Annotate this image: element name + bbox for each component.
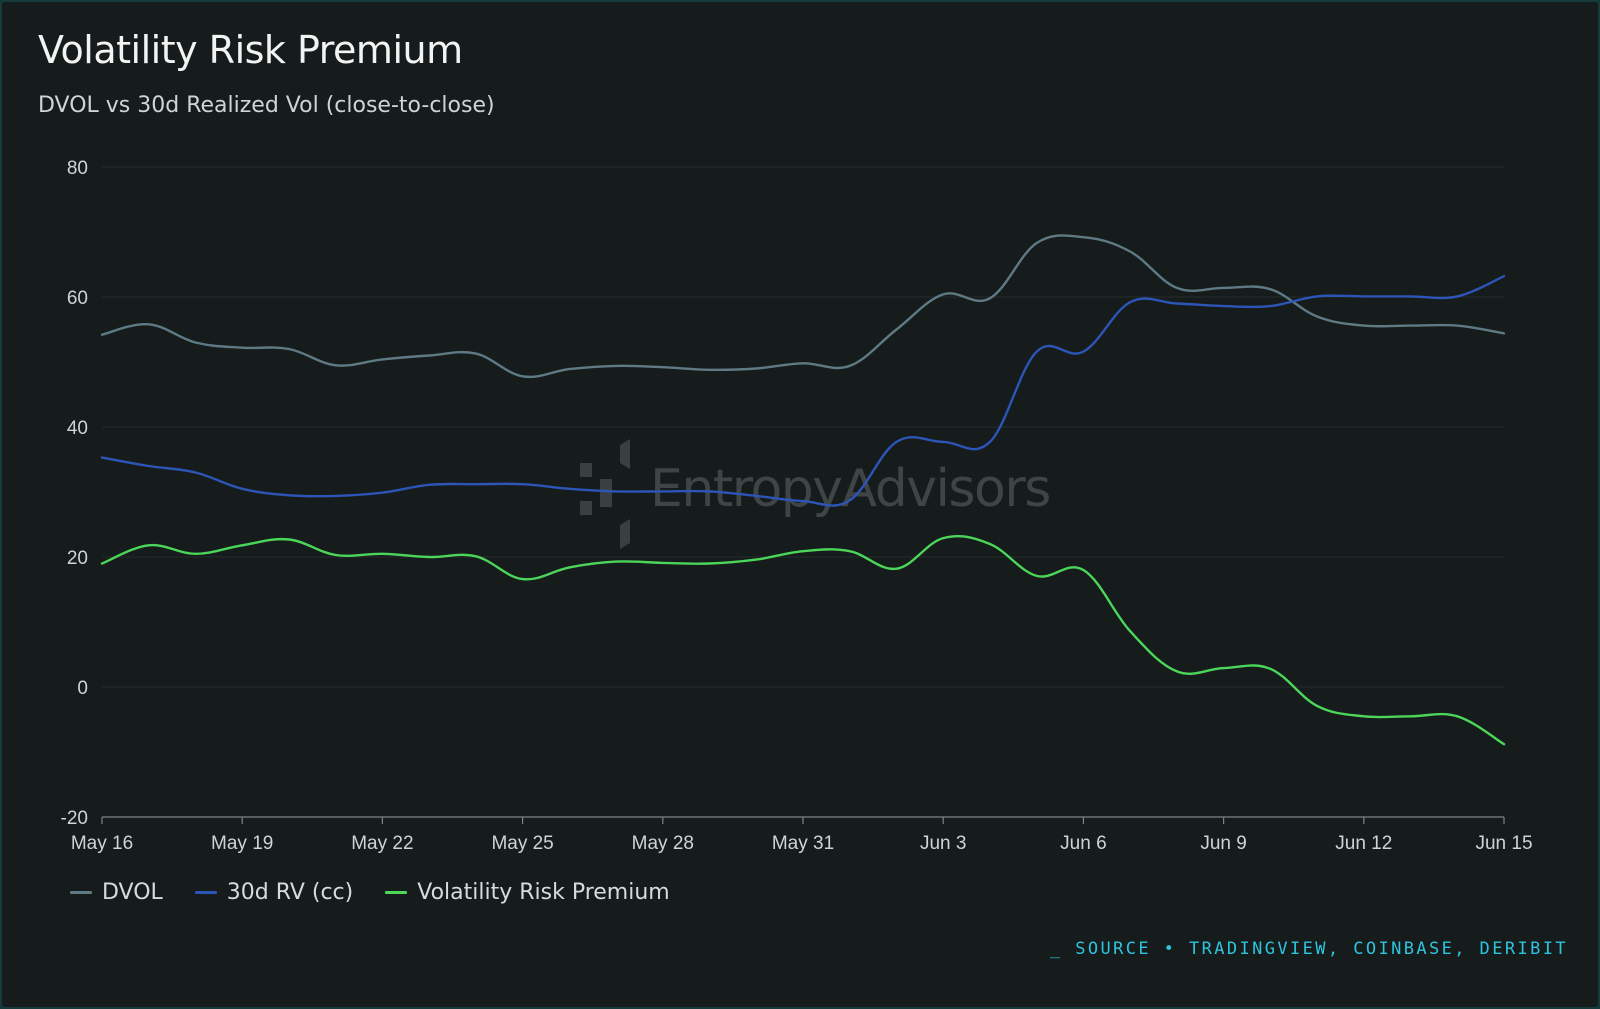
x-tick-label: Jun 3 — [920, 833, 966, 854]
series-lines — [100, 234, 1506, 746]
watermark-text-suffix: Advisors — [841, 459, 1052, 519]
watermark-text: EntropyAdvisors — [650, 459, 1052, 519]
grid-lines — [102, 166, 1504, 688]
legend-item-rv: 30d RV (cc) — [194, 880, 354, 905]
series-line-dvol — [100, 234, 1506, 379]
source-note: _ SOURCE • TRADINGVIEW, COINBASE, DERIBI… — [1049, 939, 1568, 959]
legend: DVOL 30d RV (cc) Volatility Risk Premium — [70, 880, 702, 905]
y-tick-label: 20 — [67, 548, 88, 569]
legend-swatch-vrp — [385, 891, 408, 894]
y-tick-label: 40 — [67, 418, 88, 439]
legend-label-dvol: DVOL — [102, 880, 163, 905]
legend-label-rv: 30d RV (cc) — [226, 880, 354, 905]
x-tick-label: Jun 9 — [1200, 833, 1246, 854]
legend-item-vrp: Volatility Risk Premium — [385, 880, 670, 905]
x-tick-label: Jun 15 — [1475, 833, 1532, 854]
x-tick-label: May 31 — [772, 833, 834, 854]
axes: -20 0 20 40 60 80 May 16 May 19 May 22 May 25 May … — [61, 158, 1533, 854]
y-tick-label: 0 — [77, 678, 88, 699]
x-tick-label: May 19 — [211, 833, 273, 854]
x-tick-label: May 28 — [632, 833, 694, 854]
entropy-logo-mark — [580, 439, 630, 549]
y-tick-label: 60 — [67, 288, 88, 309]
watermark-logo: EntropyAdvisors — [580, 439, 1051, 549]
series-line-rv — [100, 275, 1506, 507]
series-line-vrp — [100, 535, 1506, 746]
x-tick-label: Jun 12 — [1335, 833, 1392, 854]
legend-label-vrp: Volatility Risk Premium — [417, 880, 670, 905]
watermark-text-prefix: Entropy — [650, 459, 843, 519]
y-tick-label: -20 — [61, 808, 88, 829]
chart-title: Volatility Risk Premium — [38, 28, 463, 72]
x-tick-label: May 25 — [491, 833, 553, 854]
legend-swatch-dvol — [70, 891, 92, 894]
y-tick-label: 80 — [67, 158, 88, 179]
legend-item-dvol: DVOL — [70, 880, 163, 905]
x-tick-label: May 22 — [351, 833, 413, 854]
x-tick-label: May 16 — [71, 833, 133, 854]
chart-subtitle: DVOL vs 30d Realized Vol (close-to-close… — [38, 93, 495, 118]
legend-swatch-rv — [194, 891, 217, 894]
x-tick-label: Jun 6 — [1060, 833, 1106, 854]
